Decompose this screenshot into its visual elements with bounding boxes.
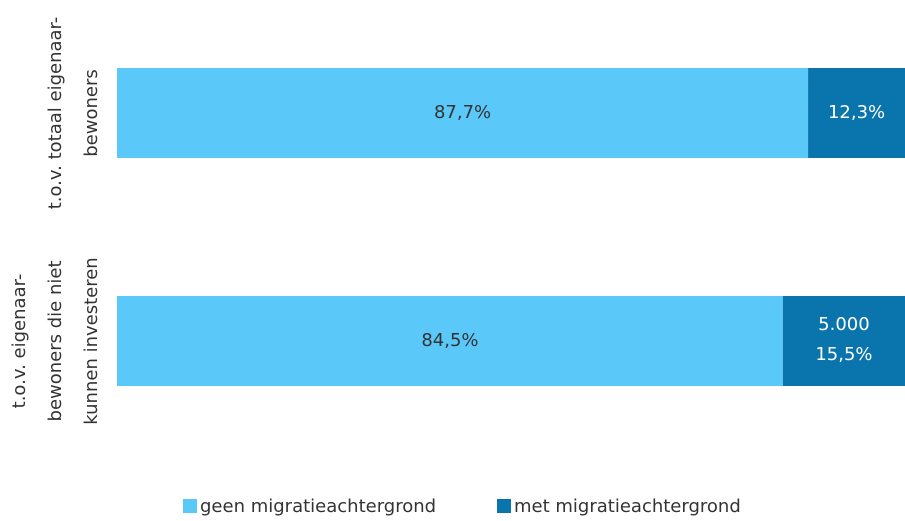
category-label: kunnen investeren xyxy=(81,257,102,424)
bar-segment xyxy=(808,68,905,158)
legend-label: met migratieachtergrond xyxy=(514,496,741,517)
value-label: 84,5% xyxy=(421,330,478,351)
legend-swatch xyxy=(183,499,197,513)
bar-segment xyxy=(117,296,783,386)
category-label: t.o.v. eigenaar- xyxy=(9,274,30,409)
legend-label: geen migratieachtergrond xyxy=(200,496,436,517)
legend-swatch xyxy=(497,499,511,513)
value-label: 87,7% xyxy=(434,102,491,123)
annotation: 5.000 xyxy=(818,314,870,335)
value-label: 12,3% xyxy=(828,102,885,123)
category-label: bewoners die niet xyxy=(45,261,66,422)
bar-segment xyxy=(117,68,809,158)
category-label: bewoners xyxy=(81,69,102,157)
bar-segment xyxy=(782,296,905,386)
category-label: t.o.v. totaal eigenaar- xyxy=(45,17,66,210)
value-label: 15,5% xyxy=(815,344,872,365)
